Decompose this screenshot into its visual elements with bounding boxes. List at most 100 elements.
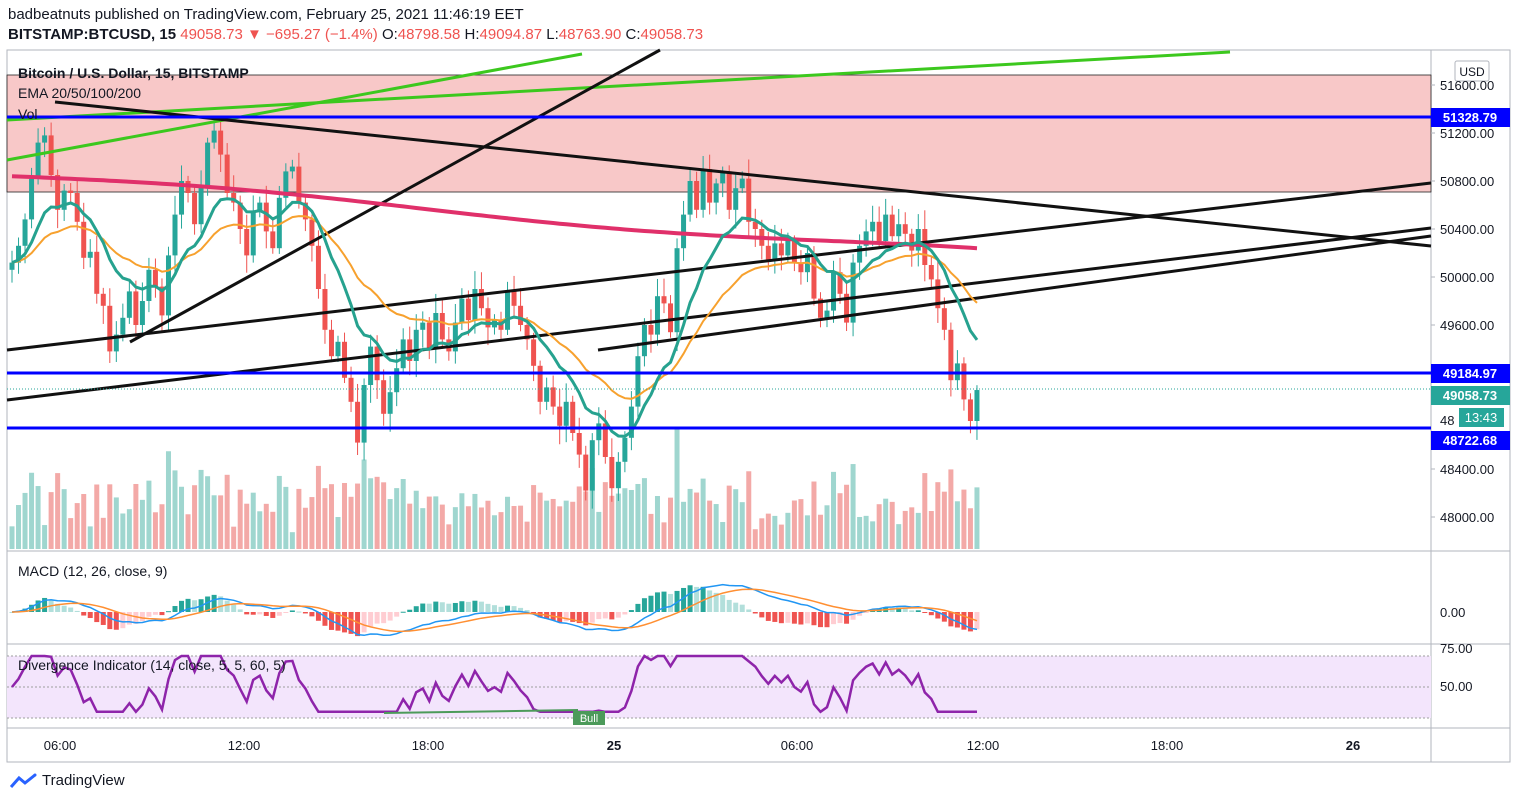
- volume-bar: [720, 522, 726, 549]
- macd-hist-bar: [954, 612, 960, 628]
- tradingview-brand[interactable]: TradingView: [10, 772, 125, 789]
- bull-badge: [573, 711, 605, 725]
- candle-body: [902, 224, 908, 234]
- candle-body: [752, 221, 758, 229]
- macd-hist-bar: [355, 612, 361, 637]
- candle-body: [257, 202, 263, 213]
- macd-hist-bar: [237, 609, 243, 612]
- candle-body: [250, 212, 256, 256]
- volume-bar: [837, 493, 843, 549]
- macd-hist-bar: [452, 602, 458, 612]
- candle-body: [700, 169, 706, 210]
- candle-body: [583, 454, 589, 491]
- macd-hist-bar: [570, 612, 576, 622]
- macd-hist-bar: [472, 600, 478, 612]
- candle-body: [778, 243, 784, 256]
- candle-body: [765, 245, 771, 261]
- volume-bar: [152, 512, 158, 549]
- volume-bar: [55, 473, 61, 549]
- volume-bar: [739, 502, 745, 549]
- candle-body: [733, 188, 739, 210]
- price-tick: 50400.00: [1440, 222, 1494, 237]
- volume-bar: [328, 484, 334, 549]
- macd-hist-bar: [381, 612, 387, 624]
- candle-body: [81, 221, 87, 258]
- volume-bar: [315, 465, 321, 549]
- macd-hist-bar: [394, 612, 400, 617]
- candle-body: [511, 291, 517, 306]
- macd-hist-bar: [967, 612, 973, 632]
- macd-hist-bar: [407, 609, 413, 612]
- volume-bar: [967, 508, 973, 549]
- candle-body: [746, 178, 752, 222]
- candle-body: [668, 303, 674, 333]
- volume-bar: [791, 500, 797, 549]
- candle-body: [557, 406, 563, 426]
- macd-hist-bar: [192, 600, 198, 612]
- black-channel-upper: [6, 181, 1432, 352]
- candle-body: [694, 181, 700, 210]
- macd-hist-bar: [42, 597, 48, 612]
- candle-body: [915, 229, 921, 251]
- candle-body: [654, 296, 660, 335]
- volume-bar: [811, 481, 817, 549]
- volume-bar: [596, 511, 602, 549]
- volume-bar: [641, 478, 647, 549]
- black-trendline-up: [129, 48, 661, 344]
- candle-body: [394, 368, 400, 393]
- macd-hist-bar: [74, 610, 80, 612]
- volume-bar: [570, 501, 576, 549]
- close-label: C:: [625, 26, 641, 43]
- candle-body: [602, 423, 608, 457]
- time-tick: 06:00: [44, 738, 77, 753]
- volume-bar: [68, 518, 74, 549]
- volume-bar: [902, 510, 908, 549]
- volume-bar: [615, 493, 621, 549]
- macd-hist-bar: [289, 610, 295, 612]
- macd-hist-bar: [778, 612, 784, 624]
- candle-body: [355, 401, 361, 443]
- price-tick: 49600.00: [1440, 318, 1494, 333]
- candle-body: [961, 363, 967, 400]
- candle-body: [61, 190, 67, 210]
- candle-body: [270, 231, 276, 249]
- candle-body: [589, 440, 595, 491]
- volume-bar: [928, 511, 934, 549]
- candle-body: [850, 262, 856, 323]
- volume-bar: [518, 505, 524, 549]
- candle-body: [478, 289, 484, 309]
- candle-body: [622, 437, 628, 462]
- candle-body: [433, 313, 439, 349]
- volume-bar: [817, 514, 823, 549]
- chart-frame: [6, 49, 1511, 763]
- candle-body: [785, 241, 791, 256]
- volume-bar: [283, 486, 289, 549]
- volume-bar: [94, 484, 100, 549]
- macd-hist-bar: [433, 601, 439, 612]
- macd-hist-bar: [674, 590, 680, 612]
- macd-hist-bar: [224, 600, 230, 612]
- candle-body: [426, 322, 432, 349]
- candle-body: [107, 305, 113, 352]
- candle-body: [126, 291, 132, 318]
- macd-hist-bar: [687, 585, 693, 612]
- volume-bar: [446, 524, 452, 549]
- macd-hist-bar: [152, 612, 158, 615]
- candle-body: [113, 334, 119, 352]
- macd-hist-bar: [309, 612, 315, 617]
- candle-body: [824, 310, 830, 318]
- macd-hist-bar: [850, 612, 856, 620]
- volume-bar: [681, 501, 687, 549]
- macd-hist-bar: [361, 612, 367, 633]
- candle-body: [9, 262, 15, 270]
- volume-bar: [772, 515, 778, 549]
- time-tick: 18:00: [412, 738, 445, 753]
- volume-bar: [126, 509, 132, 549]
- volume-bar: [863, 515, 869, 549]
- volume-bar: [746, 471, 752, 549]
- volume-bar: [857, 516, 863, 549]
- volume-bar: [172, 470, 178, 549]
- candle-body: [570, 401, 576, 433]
- volume-bar: [244, 503, 250, 549]
